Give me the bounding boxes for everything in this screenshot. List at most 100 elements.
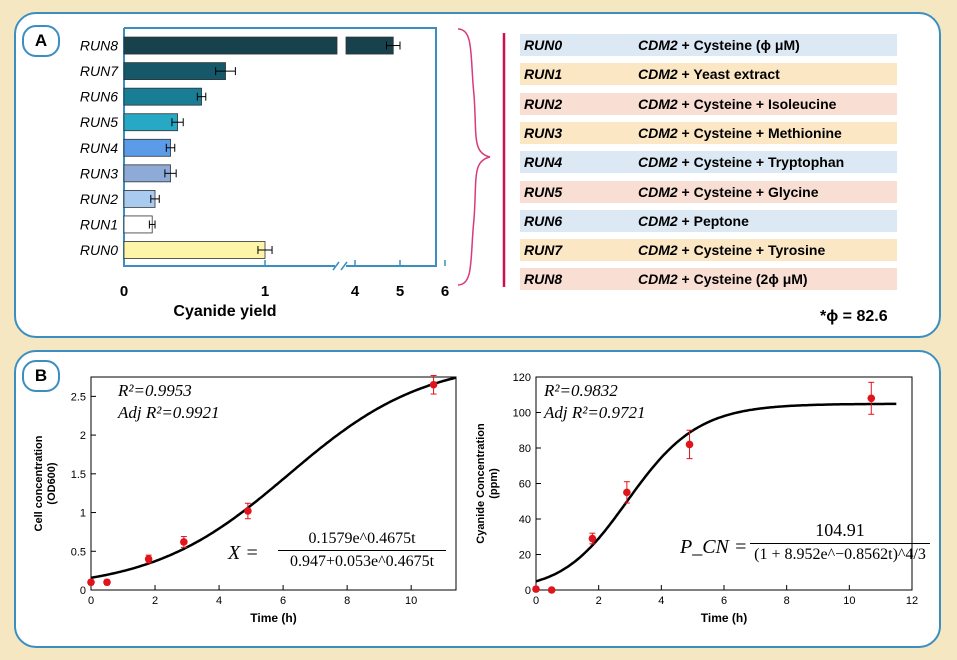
bracket-connector — [457, 28, 506, 287]
x-axis-title: Time (h) — [701, 611, 747, 625]
right-r2: R²=0.9832 — [544, 381, 618, 400]
category-label: RUN3 — [80, 165, 118, 181]
plot-frame — [90, 376, 457, 591]
left-eq-numerator: 0.1579e^0.4675t — [278, 530, 446, 551]
panel-a-label: A — [22, 25, 60, 57]
x-tick-label: 4 — [658, 595, 664, 607]
y-tick-label: 20 — [519, 550, 531, 562]
bar-chart: RUN0 RUN1 RUN2 RUN3 RUN4 RUN5 RUN6 RUN7 RUN8 0 1 4 5… — [80, 27, 449, 320]
y-tick-label: 1 — [80, 508, 86, 520]
x-tick-label: 1 — [261, 283, 269, 300]
y-tick-label: 0 — [80, 585, 86, 597]
category-label: RUN4 — [80, 140, 118, 156]
run-condition: CDM2 + Cysteine + Methionine — [638, 124, 842, 141]
x-tick-label: 6 — [721, 595, 727, 607]
run-row: RUN4 CDM2 + Cysteine + Tryptophan — [520, 151, 897, 174]
x-tick-label: 0 — [533, 595, 539, 607]
data-point — [244, 507, 252, 515]
left-eq-denominator: 0.947+0.053e^0.4675t — [289, 553, 435, 570]
data-point — [867, 394, 876, 403]
y-tick-label: 60 — [519, 479, 531, 491]
category-label: RUN0 — [80, 242, 118, 258]
run-medium: CDM2 — [638, 124, 678, 141]
run-condition: CDM2 + Cysteine + Tryptophan — [638, 154, 845, 171]
run-name: RUN5 — [524, 183, 563, 200]
axis-break-mark — [332, 261, 340, 271]
run-medium: CDM2 — [638, 183, 678, 200]
x-tick-label: 10 — [405, 595, 417, 607]
run-name: RUN0 — [524, 37, 563, 53]
run-row: RUN5 CDM2 + Cysteine + Glycine — [520, 180, 897, 203]
cell-concentration-chart: 0 2 4 6 8 10 0 0.5 1 1.5 2 2.5 Time (h) Cell concentr… — [33, 374, 457, 625]
run-name: RUN2 — [524, 95, 563, 112]
data-point — [532, 585, 540, 593]
run-condition: CDM2 + Cysteine (ϕ μM) — [638, 37, 800, 53]
run-medium: CDM2 — [638, 66, 678, 83]
data-point — [588, 534, 597, 543]
data-point — [547, 586, 556, 594]
run-medium: CDM2 — [638, 154, 678, 171]
category-label: RUN8 — [80, 38, 118, 54]
run-condition: CDM2 + Yeast extract — [638, 66, 780, 83]
x-tick-label: 5 — [396, 283, 404, 300]
left-adj-r2: Adj R²=0.9921 — [118, 403, 220, 422]
y-tick-label: 100 — [513, 408, 531, 420]
x-tick-label: 8 — [344, 595, 350, 607]
right-eq-denominator: (1 + 8.952e^−0.8562t)^4/3 — [754, 546, 926, 563]
run-condition: CDM2 + Cysteine + Tyrosine — [638, 242, 826, 259]
x-tick-label: 2 — [152, 595, 158, 607]
category-label: RUN2 — [80, 191, 118, 207]
bar-run6 — [123, 87, 202, 106]
fit-curve — [90, 376, 457, 580]
y-tick-label: 80 — [519, 443, 531, 455]
run-name: RUN1 — [524, 66, 563, 83]
panel-b-label: B — [22, 360, 60, 392]
bar-run7 — [123, 62, 226, 81]
data-point — [87, 578, 95, 587]
left-r2: R²=0.9953 — [118, 381, 192, 400]
run-row: RUN7 CDM2 + Cysteine + Tyrosine — [520, 239, 897, 262]
bar-run4 — [123, 138, 171, 157]
fit-curve — [535, 402, 897, 583]
plot-frame — [123, 27, 437, 267]
x-tick-label: 6 — [280, 595, 286, 607]
y-axis-title: Cell concentration(OD600) — [33, 435, 58, 531]
bar-run5 — [123, 113, 178, 132]
y-tick-label: 40 — [519, 514, 531, 526]
run-medium: CDM2 — [638, 212, 678, 229]
y-tick-label: 120 — [513, 372, 531, 384]
axis-break-gap — [335, 262, 346, 270]
run-name: RUN3 — [524, 124, 563, 141]
run-name: RUN4 — [524, 154, 563, 171]
run-condition: CDM2 + Cysteine (2ϕ μM) — [638, 271, 808, 288]
run-medium: CDM2 — [638, 37, 678, 53]
run-row: RUN2 CDM2 + Cysteine + Isoleucine — [520, 92, 897, 115]
data-point — [103, 578, 111, 587]
x-axis-title: Cyanide yield — [173, 303, 276, 320]
y-axis-title: Cyanide Concentration(ppm) — [475, 423, 500, 544]
x-tick-label: 12 — [906, 595, 918, 607]
data-point — [144, 555, 153, 563]
run-medium: CDM2 — [638, 242, 678, 259]
category-label: RUN7 — [80, 63, 119, 79]
left-eq-lhs: X = — [228, 542, 259, 564]
run-medium: CDM2 — [638, 271, 678, 288]
run-condition: CDM2 + Cysteine + Glycine — [638, 183, 819, 200]
bar-run1 — [123, 215, 153, 234]
x-tick-label: 2 — [596, 595, 602, 607]
x-tick-label: 8 — [784, 595, 790, 607]
bar-run3 — [123, 164, 171, 183]
x-tick-label: 10 — [843, 595, 855, 607]
run-row: RUN0 CDM2 + Cysteine (ϕ μM) — [520, 34, 897, 56]
data-point — [429, 380, 438, 389]
category-label: RUN1 — [80, 216, 118, 232]
right-eq-numerator: 104.91 — [750, 520, 930, 544]
run-row: RUN3 CDM2 + Cysteine + Methionine — [520, 121, 897, 144]
category-label: RUN6 — [80, 89, 118, 105]
axis-break-mark — [340, 261, 348, 271]
y-tick-label: 1.5 — [71, 469, 86, 481]
data-point — [685, 440, 694, 449]
x-tick-label: 6 — [441, 283, 449, 300]
run-condition: CDM2 + Peptone — [638, 212, 749, 229]
